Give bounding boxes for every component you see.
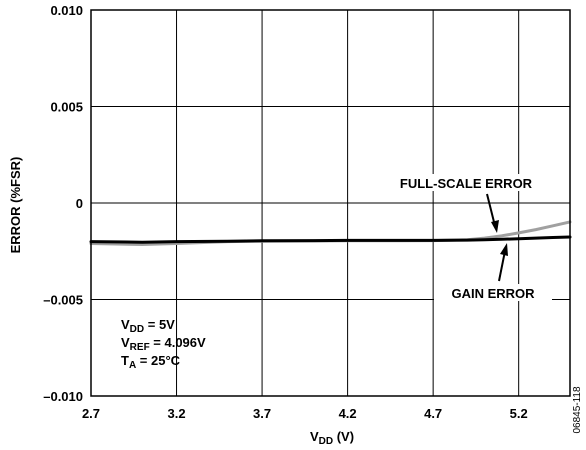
series-group [89,220,572,246]
plot-border [90,9,571,397]
full-scale-arrow-head [491,220,499,233]
condition-label: VREF = 4.096V [121,335,206,353]
gain-arrow-shaft [498,250,506,282]
x-tick-label: 3.7 [253,406,271,421]
grid [91,10,570,396]
y-tick-label: –0.010 [43,389,83,404]
x-axis-label: VDD (V) [310,429,354,447]
x-tick-label: 2.7 [82,406,100,421]
gain-arrow-head [500,243,508,256]
y-tick-label: 0 [76,196,83,211]
y-axis-label: ERROR (%FSR) [8,157,23,254]
gain-error-label: GAIN ERROR [451,286,535,301]
gain-error-line [89,235,572,244]
x-axis-label-rest: (V) [333,429,354,444]
y-tick-label: –0.005 [43,293,83,308]
full-scale-error-label: FULL-SCALE ERROR [400,176,533,191]
y-tick-label: 0.005 [50,100,83,115]
gain-label-bg [434,284,552,301]
x-axis-label-sub: DD [319,436,333,447]
x-tick-label: 5.2 [510,406,528,421]
full-scale-arrow-shaft [486,193,496,227]
y-tick-label: 0.010 [50,3,83,18]
x-tick-labels: 2.7 3.2 3.7 4.2 4.7 5.2 [82,406,528,421]
full-scale-label-bg [398,174,534,191]
x-tick-label: 3.2 [167,406,185,421]
x-tick-label: 4.7 [424,406,442,421]
x-axis-label-main: V [310,429,319,444]
figure-id: 06845-118 [572,386,583,434]
y-tick-labels: 0.010 0.005 0 –0.005 –0.010 [43,3,83,404]
condition-label: VDD = 5V [121,317,175,335]
x-tick-label: 4.2 [339,406,357,421]
condition-label: TA = 25°C [121,353,181,371]
